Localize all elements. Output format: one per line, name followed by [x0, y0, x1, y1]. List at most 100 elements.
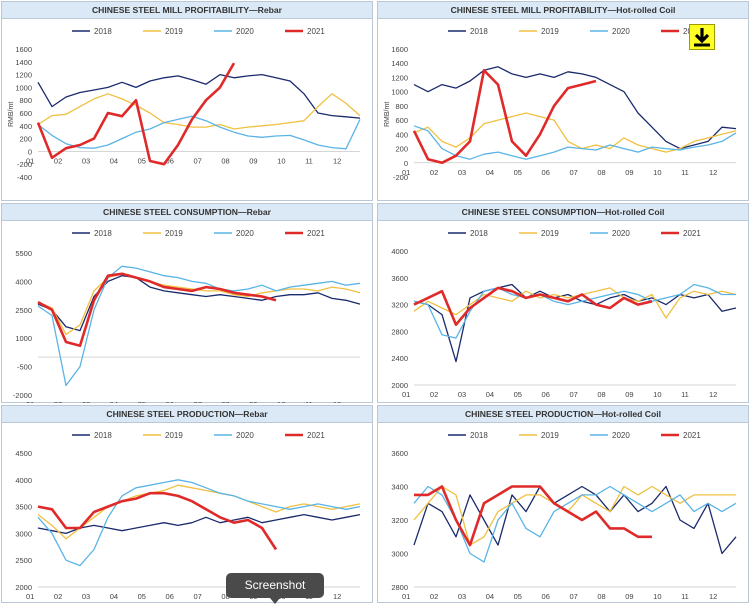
x-tick-label: 12 — [709, 168, 717, 177]
x-tick-label: 01 — [26, 156, 34, 165]
x-tick-label: 10 — [653, 592, 661, 601]
chart-svg: 2018 2019 2020 2021 2000 2400 2800 3200 3600 4000… — [391, 229, 737, 399]
x-tick-label: 02 — [430, 168, 438, 177]
y-tick-label: 0 — [404, 159, 408, 168]
legend-label-2019: 2019 — [541, 431, 559, 440]
series-line-2019 — [37, 93, 361, 130]
x-tick-label: 07 — [193, 156, 201, 165]
x-tick-label: 07 — [193, 400, 201, 403]
y-tick-label: 0 — [28, 147, 32, 156]
series-line-2021 — [37, 272, 277, 348]
series-line-2018 — [413, 66, 737, 150]
y-tick-label: 800 — [19, 96, 32, 105]
legend-label-2018: 2018 — [94, 229, 112, 238]
y-tick-label: -500 — [17, 363, 32, 372]
series-line-2019 — [413, 287, 737, 319]
y-axis-label: RMB/mt — [384, 102, 391, 127]
chart-svg: 2018 2019 2020 2021 -2000 -500 1000 2500 4000 550… — [13, 229, 361, 403]
x-tick-label: 05 — [138, 400, 146, 403]
y-tick-label: 2500 — [15, 556, 32, 565]
x-tick-label: 11 — [681, 168, 689, 177]
x-tick-label: 01 — [402, 592, 410, 601]
y-tick-label: 2800 — [391, 583, 408, 592]
chart-svg: 2018 2019 2020 2021 2000 2500 3000 3500 4000 4500… — [15, 431, 361, 601]
x-tick-label: 03 — [82, 156, 90, 165]
y-tick-label: 3000 — [15, 529, 32, 538]
chart-title: CHINESE STEEL CONSUMPTION—Hot-rolled Coi… — [378, 204, 748, 221]
y-axis-label: RMB/mt — [8, 102, 15, 127]
y-tick-label: 3200 — [391, 516, 408, 525]
chart-panel-profit-rebar: CHINESE STEEL MILL PROFITABILITY—Rebar 2… — [1, 1, 373, 201]
x-tick-label: 02 — [430, 390, 438, 399]
x-tick-label: 03 — [82, 400, 90, 403]
y-tick-label: 1000 — [391, 88, 408, 97]
x-tick-label: 05 — [514, 390, 522, 399]
x-tick-label: 02 — [54, 400, 62, 403]
y-tick-label: 3600 — [391, 449, 408, 458]
x-tick-label: 09 — [249, 400, 257, 403]
chart-svg: 2018 2019 2020 2021 2800 3000 3200 3400 3600 01 02… — [391, 431, 737, 601]
y-tick-label: 1200 — [391, 73, 408, 82]
series-line-2021 — [37, 491, 278, 551]
x-tick-label: 01 — [402, 390, 410, 399]
x-tick-label: 03 — [82, 592, 90, 601]
x-tick-label: 02 — [54, 156, 62, 165]
x-tick-label: 11 — [681, 390, 689, 399]
legend: 2018 2019 2020 2021 — [448, 229, 701, 238]
x-tick-label: 07 — [569, 390, 577, 399]
y-tick-label: 5500 — [15, 249, 32, 258]
chart-panel-production-rebar: CHINESE STEEL PRODUCTION—Rebar 2018 2019 2… — [1, 405, 373, 603]
y-tick-label: 4000 — [15, 277, 32, 286]
y-tick-label: 3500 — [15, 503, 32, 512]
y-tick-label: 600 — [19, 109, 32, 118]
legend-label-2020: 2020 — [236, 229, 254, 238]
y-tick-label: 1200 — [15, 71, 32, 80]
chart-svg: 2018 2019 2020 2021-400-2000200400600800100… — [8, 27, 361, 182]
x-tick-label: 10 — [653, 168, 661, 177]
y-tick-label: 800 — [395, 102, 408, 111]
series-line-2018 — [413, 485, 737, 555]
x-tick-label: 08 — [221, 156, 229, 165]
download-arrow-icon — [694, 28, 710, 47]
x-tick-label: 07 — [569, 168, 577, 177]
screenshot-tooltip: Screenshot — [226, 573, 324, 604]
legend-label-2021: 2021 — [683, 229, 701, 238]
x-tick-label: 04 — [486, 390, 494, 399]
chart-panel-consumption-hrc: CHINESE STEEL CONSUMPTION—Hot-rolled Coi… — [377, 203, 749, 403]
legend-label-2018: 2018 — [470, 27, 488, 36]
y-tick-label: 400 — [19, 122, 32, 131]
x-tick-label: 08 — [597, 168, 605, 177]
series-line-2020 — [37, 115, 361, 150]
legend-label-2021: 2021 — [307, 229, 325, 238]
y-tick-label: -2000 — [13, 391, 32, 400]
y-tick-label: 3200 — [391, 301, 408, 310]
x-tick-label: 05 — [138, 156, 146, 165]
legend-label-2018: 2018 — [470, 431, 488, 440]
x-tick-label: 12 — [709, 390, 717, 399]
legend-label-2020: 2020 — [612, 229, 630, 238]
x-tick-label: 10 — [277, 400, 285, 403]
x-tick-label: 04 — [110, 592, 118, 601]
legend: 2018 2019 2020 2021 — [72, 431, 325, 440]
x-tick-label: 03 — [458, 390, 466, 399]
series-line-2020 — [413, 485, 737, 563]
y-tick-label: 4500 — [15, 449, 32, 458]
y-tick-label: 1400 — [15, 58, 32, 67]
y-tick-label: 2000 — [391, 381, 408, 390]
legend-label-2018: 2018 — [470, 229, 488, 238]
chart-title: CHINESE STEEL CONSUMPTION—Rebar — [2, 204, 372, 221]
y-tick-label: 400 — [395, 130, 408, 139]
download-button[interactable] — [689, 24, 715, 50]
series-line-2020 — [37, 265, 361, 387]
series-line-2021 — [414, 485, 652, 547]
series-line-2020 — [37, 479, 361, 567]
x-tick-label: 06 — [166, 592, 174, 601]
x-tick-label: 06 — [542, 390, 550, 399]
y-tick-label: 4000 — [391, 247, 408, 256]
x-tick-label: 04 — [486, 592, 494, 601]
x-tick-label: 02 — [430, 592, 438, 601]
y-tick-label: 2000 — [15, 583, 32, 592]
x-tick-label: 05 — [514, 168, 522, 177]
x-tick-label: 04 — [110, 400, 118, 403]
x-tick-label: 05 — [138, 592, 146, 601]
